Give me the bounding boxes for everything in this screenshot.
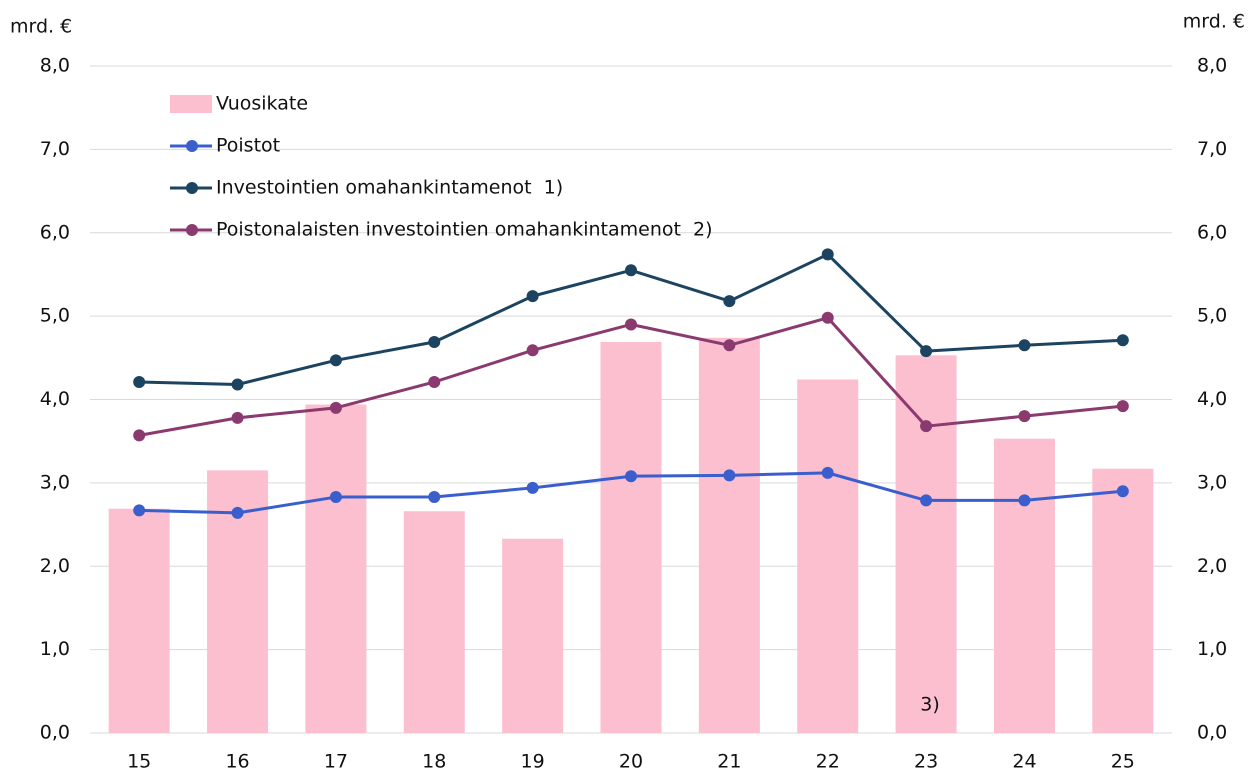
- point: [1116, 400, 1129, 413]
- point: [625, 318, 637, 331]
- legend-label: Poistot: [216, 135, 280, 157]
- point: [133, 504, 146, 517]
- bar: [993, 438, 1055, 733]
- point: [723, 339, 736, 352]
- legend-swatch: [186, 182, 198, 194]
- point: [625, 264, 637, 277]
- bar: [895, 355, 957, 733]
- point: [1116, 485, 1129, 498]
- point: [329, 491, 342, 504]
- annotation: 3): [920, 694, 940, 716]
- legend-swatch: [186, 224, 198, 236]
- x-tick-label: 20: [619, 751, 643, 773]
- point: [1116, 334, 1129, 347]
- y-tick-label: 6,0: [40, 221, 70, 243]
- point: [1018, 494, 1031, 507]
- x-tick-label: 19: [521, 751, 545, 773]
- point: [231, 411, 244, 424]
- point: [920, 420, 933, 433]
- x-tick-label: 16: [225, 751, 249, 773]
- x-tick-label: 25: [1111, 751, 1135, 773]
- y-tick-label: 5,0: [40, 305, 70, 327]
- legend-label: Vuosikate: [216, 93, 308, 115]
- point: [723, 469, 736, 482]
- point: [526, 481, 539, 494]
- bar: [600, 341, 662, 733]
- point: [821, 248, 834, 261]
- x-tick-label: 15: [127, 751, 151, 773]
- bar: [403, 511, 465, 733]
- point: [1018, 339, 1031, 352]
- y2-tick-label: 8,0: [1197, 55, 1227, 77]
- y-tick-label: 0,0: [40, 722, 70, 744]
- y2-tick-label: 5,0: [1197, 305, 1227, 327]
- x-tick-label: 18: [422, 751, 446, 773]
- y2-axis-label: mrd. €: [1183, 11, 1245, 33]
- y2-tick-label: 6,0: [1197, 221, 1227, 243]
- bar: [698, 337, 760, 733]
- y-tick-label: 7,0: [40, 138, 70, 160]
- y2-tick-label: 4,0: [1197, 388, 1227, 410]
- x-tick-label: 21: [717, 751, 741, 773]
- legend-swatch: [186, 140, 198, 152]
- y2-tick-label: 0,0: [1197, 722, 1227, 744]
- point: [428, 335, 441, 348]
- x-tick-label: 17: [324, 751, 348, 773]
- point: [526, 344, 539, 357]
- x-tick-label: 22: [816, 751, 840, 773]
- bar: [1092, 468, 1154, 733]
- bar: [502, 538, 564, 733]
- y2-tick-label: 3,0: [1197, 471, 1227, 493]
- y-tick-label: 3,0: [40, 471, 70, 493]
- y2-tick-label: 1,0: [1197, 638, 1227, 660]
- legend-swatch: [170, 95, 212, 113]
- y-tick-label: 8,0: [40, 55, 70, 77]
- point: [231, 506, 244, 519]
- point: [625, 470, 637, 483]
- legend-label: Investointien omahankintamenot 1): [216, 177, 563, 199]
- y2-tick-label: 7,0: [1197, 138, 1227, 160]
- point: [231, 378, 244, 391]
- point: [133, 429, 146, 442]
- point: [133, 375, 146, 388]
- bar: [108, 508, 170, 733]
- y2-tick-label: 2,0: [1197, 555, 1227, 577]
- y-tick-label: 2,0: [40, 555, 70, 577]
- point: [821, 466, 834, 479]
- point: [920, 345, 933, 358]
- point: [526, 290, 539, 303]
- y-tick-label: 1,0: [40, 638, 70, 660]
- point: [329, 354, 342, 367]
- x-tick-label: 23: [914, 751, 938, 773]
- legend-label: Poistonalaisten investointien omahankint…: [216, 219, 713, 241]
- point: [920, 494, 933, 507]
- y-tick-label: 4,0: [40, 388, 70, 410]
- point: [329, 401, 342, 414]
- point: [1018, 410, 1031, 423]
- y-axis-label: mrd. €: [10, 16, 72, 38]
- point: [723, 295, 736, 308]
- point: [428, 491, 441, 504]
- point: [821, 311, 834, 324]
- bar: [797, 379, 859, 733]
- x-tick-label: 24: [1012, 751, 1036, 773]
- bar: [305, 404, 367, 733]
- point: [428, 375, 441, 388]
